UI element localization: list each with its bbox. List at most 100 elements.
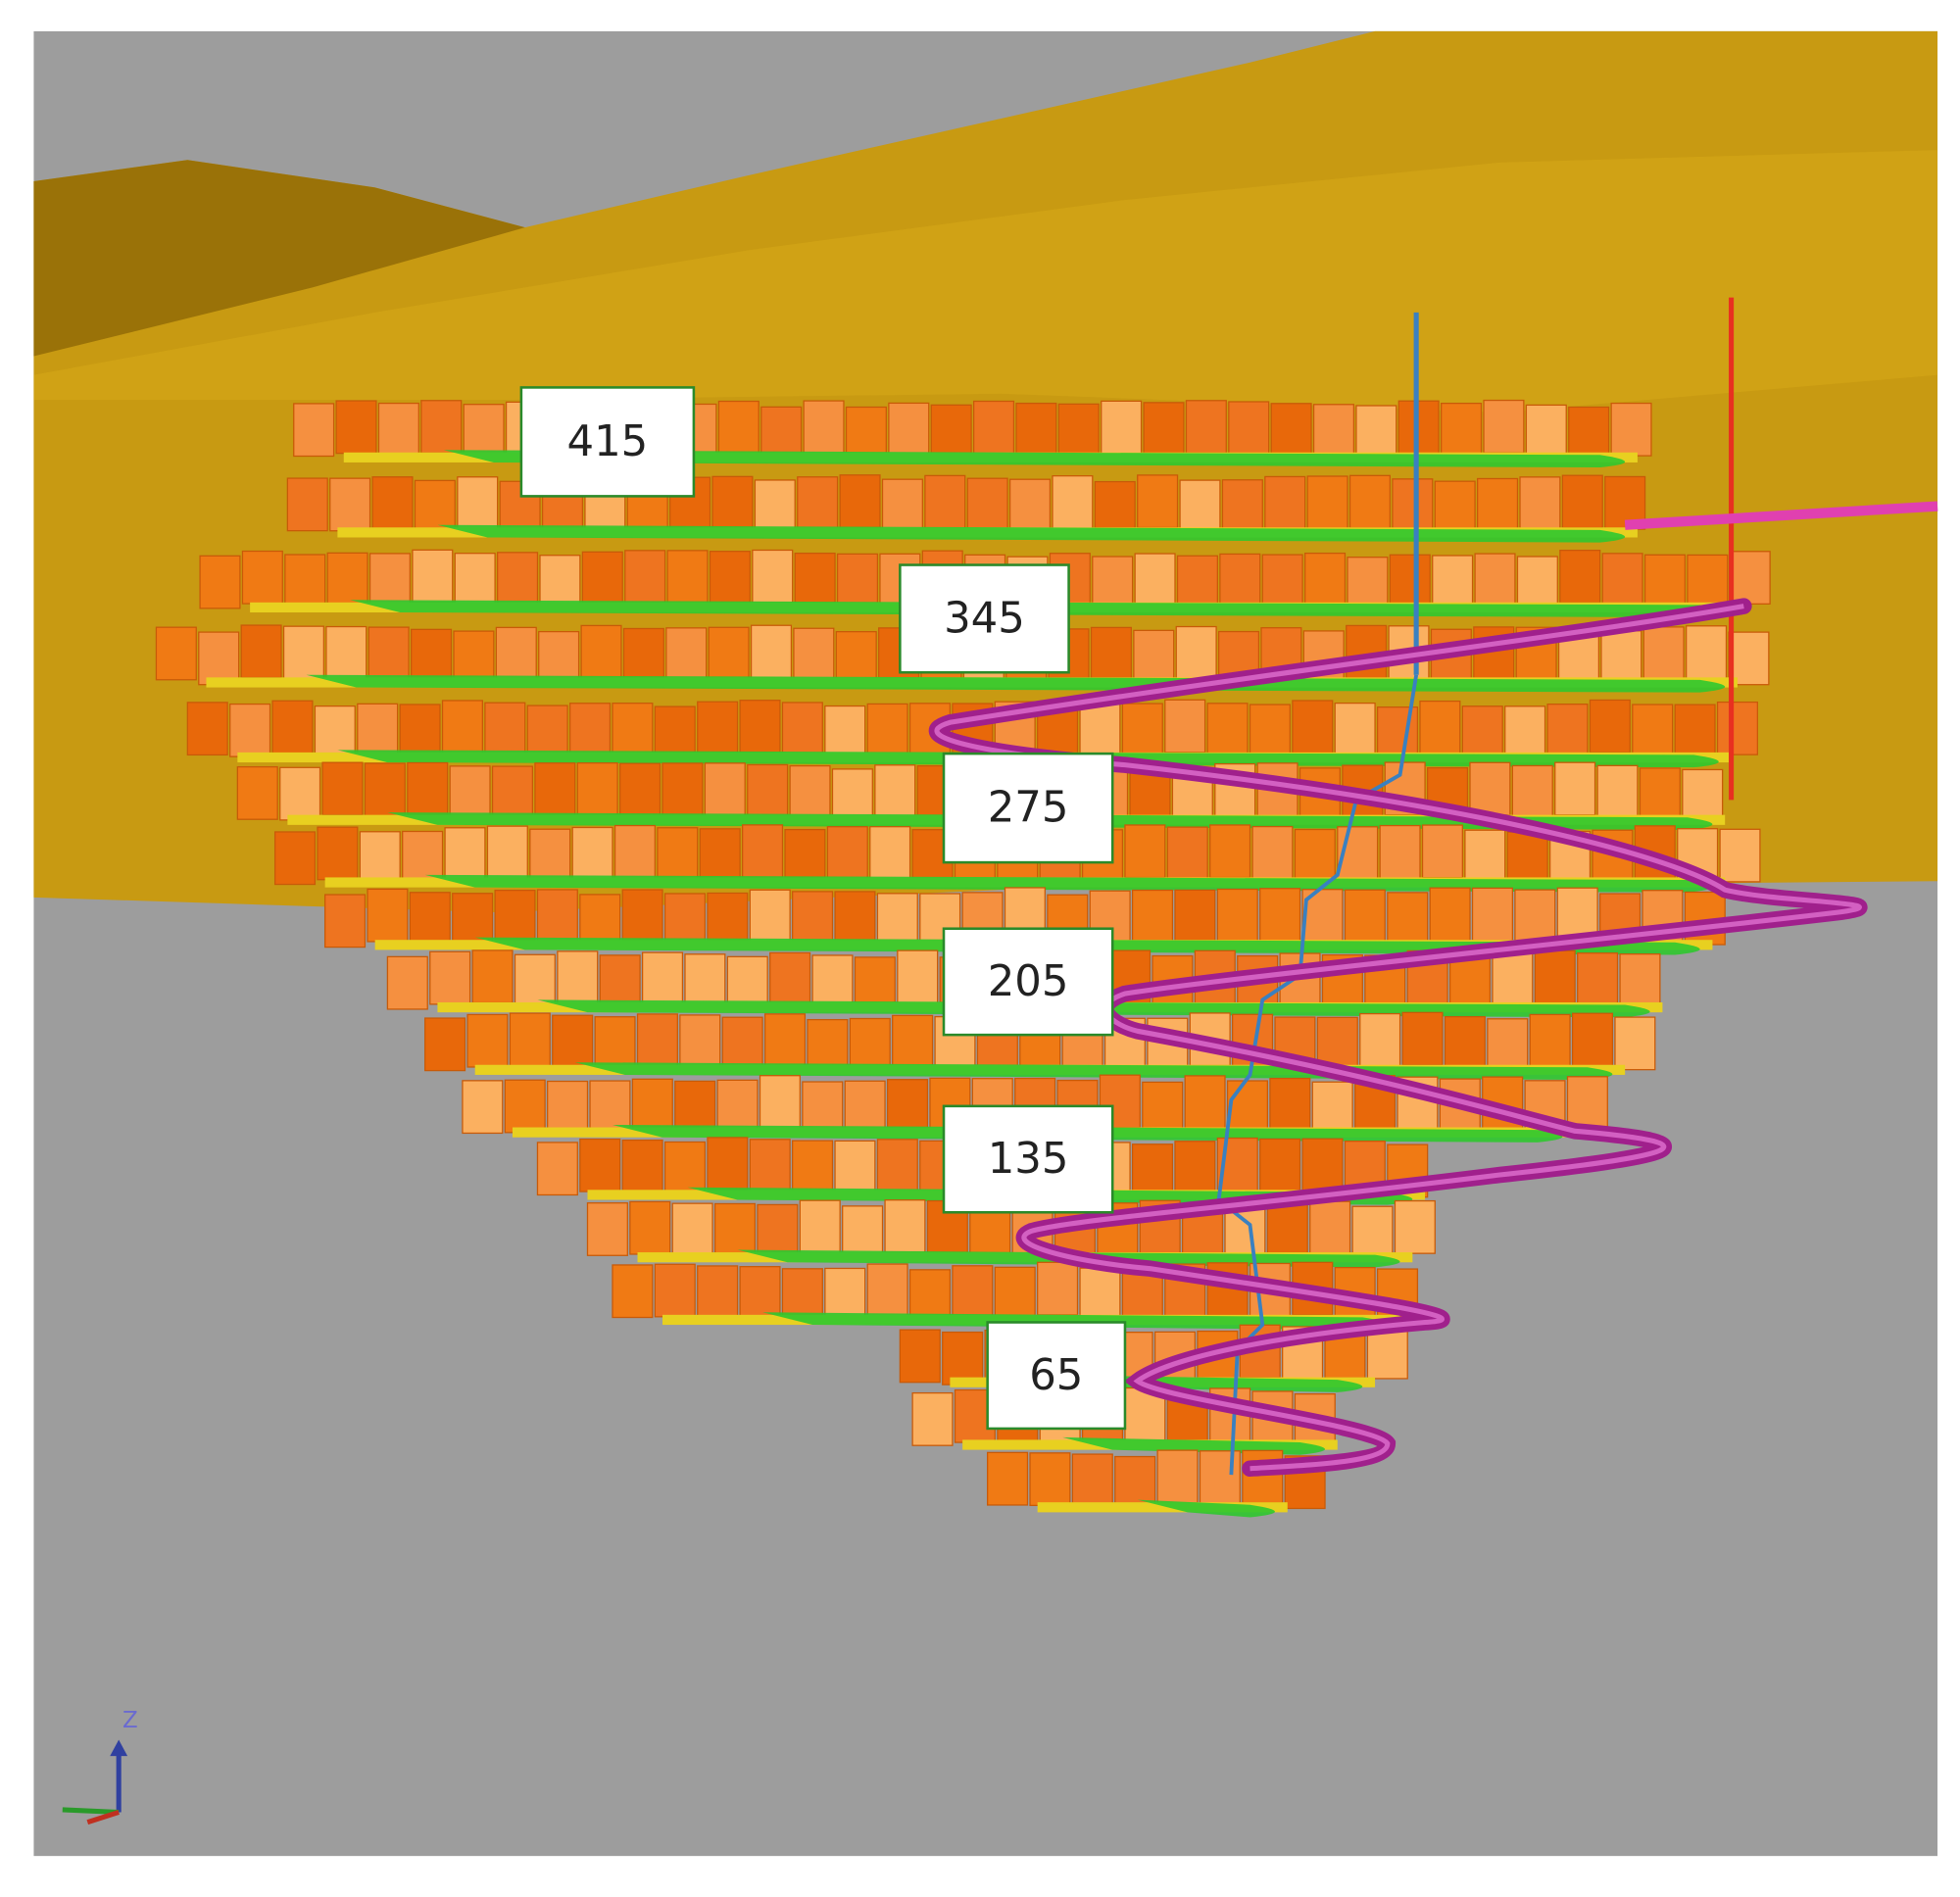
ore-block bbox=[368, 553, 412, 608]
ore-block bbox=[952, 1265, 994, 1320]
ore-block bbox=[463, 404, 505, 458]
ore-block bbox=[1379, 824, 1421, 879]
ore-block bbox=[699, 828, 741, 883]
ore-block bbox=[707, 1137, 749, 1192]
drive bbox=[437, 524, 1626, 543]
ore-block bbox=[155, 626, 197, 681]
ore-block bbox=[831, 768, 873, 823]
ore-block bbox=[579, 1138, 621, 1192]
ore-block bbox=[1728, 631, 1770, 686]
ore-block bbox=[1401, 1011, 1444, 1066]
ore-block bbox=[594, 1016, 636, 1070]
ore-block bbox=[1568, 406, 1610, 461]
ore-block bbox=[1534, 949, 1576, 1004]
ore-block bbox=[721, 1016, 763, 1071]
ore-block bbox=[538, 630, 580, 685]
ore-block bbox=[1600, 630, 1642, 685]
z-axis-label: Z bbox=[122, 1708, 138, 1733]
ore-block bbox=[198, 631, 240, 686]
ore-block bbox=[407, 761, 449, 816]
ore-block bbox=[1674, 704, 1716, 758]
ore-block bbox=[1642, 626, 1685, 681]
ore-block bbox=[739, 1266, 781, 1320]
ore-block bbox=[717, 400, 760, 455]
ore-block bbox=[807, 1018, 849, 1073]
ore-block bbox=[1487, 1018, 1529, 1072]
ore-block bbox=[716, 1079, 759, 1134]
ore-block bbox=[739, 700, 781, 754]
ore-block bbox=[1131, 889, 1174, 944]
ore-block bbox=[1596, 764, 1639, 819]
ore-block bbox=[1137, 474, 1179, 529]
ore-block bbox=[1131, 1143, 1174, 1197]
ore-block bbox=[824, 705, 866, 759]
ore-block bbox=[1419, 700, 1461, 754]
ore-block bbox=[844, 1080, 886, 1135]
ore-block bbox=[1546, 704, 1589, 757]
level-label: 415 bbox=[567, 417, 649, 466]
ore-block bbox=[707, 892, 749, 947]
ore-block bbox=[321, 761, 364, 816]
ore-block bbox=[329, 477, 371, 532]
ore-block bbox=[1179, 479, 1221, 534]
ore-block bbox=[1344, 889, 1386, 944]
ore-block bbox=[612, 703, 654, 756]
ore-block bbox=[1387, 892, 1429, 947]
ore-block bbox=[684, 953, 726, 1008]
drive bbox=[306, 674, 1726, 693]
ore-block bbox=[1566, 1076, 1608, 1131]
ore-block bbox=[568, 703, 612, 756]
ore-block bbox=[412, 549, 454, 604]
ore-block bbox=[273, 831, 317, 886]
overlay bbox=[928, 297, 1938, 1478]
ore-block bbox=[845, 406, 887, 461]
ore-block bbox=[1121, 703, 1163, 757]
ore-block bbox=[1079, 704, 1121, 757]
ore-block bbox=[763, 1013, 807, 1068]
ore-block bbox=[471, 949, 514, 1004]
ore-block bbox=[1226, 1080, 1269, 1135]
ore-block bbox=[1719, 828, 1761, 883]
ore-block bbox=[1610, 402, 1652, 457]
ore-block bbox=[1249, 704, 1291, 758]
ore-block bbox=[454, 553, 496, 607]
ore-block bbox=[1174, 1141, 1216, 1194]
ore-block bbox=[1071, 1453, 1113, 1508]
ore-block bbox=[586, 1202, 628, 1256]
ore-block bbox=[697, 1265, 739, 1320]
ore-block bbox=[1601, 553, 1643, 608]
ore-block bbox=[749, 889, 791, 944]
ore-block bbox=[1347, 557, 1389, 610]
ore-block bbox=[1619, 953, 1661, 1007]
ore-block bbox=[1448, 953, 1492, 1008]
ore-block bbox=[802, 1081, 844, 1136]
ore-block bbox=[326, 552, 368, 607]
ore-block bbox=[441, 700, 483, 754]
ore-block bbox=[884, 1199, 926, 1253]
ore-block bbox=[1504, 705, 1546, 760]
ore-block bbox=[892, 1014, 934, 1069]
ore-block bbox=[241, 550, 283, 605]
ore-block bbox=[1029, 1452, 1071, 1507]
ore-block bbox=[1514, 889, 1556, 944]
ore-block bbox=[386, 955, 428, 1010]
ore-block bbox=[1134, 553, 1176, 608]
drive bbox=[424, 874, 1713, 893]
ore-block bbox=[759, 1075, 801, 1129]
ore-block bbox=[399, 704, 441, 758]
ore-block bbox=[1242, 1449, 1284, 1504]
ore-block bbox=[1216, 888, 1258, 943]
ore-block bbox=[557, 950, 599, 1005]
level-label-box bbox=[942, 1104, 1114, 1214]
ore-block bbox=[1359, 1012, 1401, 1067]
ore-block bbox=[839, 474, 881, 528]
level-slab bbox=[1037, 1502, 1288, 1513]
ore-block bbox=[286, 477, 328, 532]
ore-block bbox=[1461, 705, 1503, 759]
ore-block bbox=[866, 703, 908, 757]
ore-block bbox=[1264, 475, 1306, 530]
ore-block bbox=[547, 1080, 589, 1135]
ore-block bbox=[240, 624, 282, 679]
ore-block bbox=[314, 705, 356, 759]
ore-block bbox=[1434, 480, 1476, 535]
